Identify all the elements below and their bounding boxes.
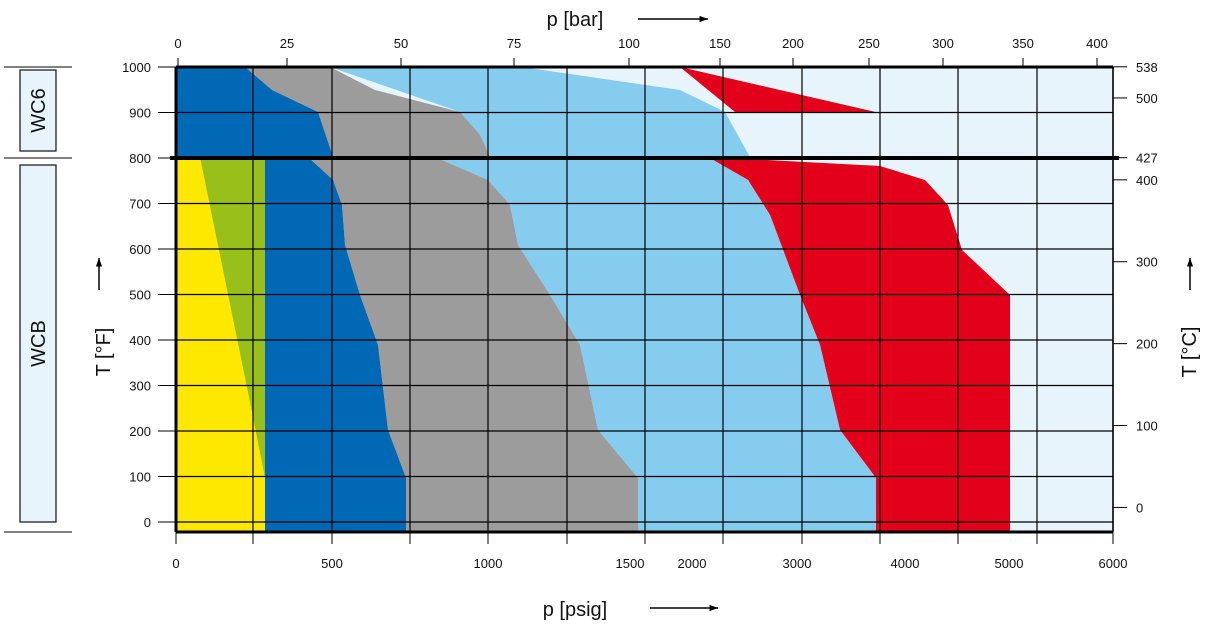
right-tick-label: 400 xyxy=(1136,173,1158,188)
bottom-tick-label: 3000 xyxy=(783,556,812,571)
bottom-tick-label: 500 xyxy=(321,556,343,571)
bottom-tick-label: 0 xyxy=(172,556,179,571)
bottom-tick-label: 5000 xyxy=(995,556,1024,571)
left-tick-label: 300 xyxy=(129,379,151,394)
material-label-wcb: WCB xyxy=(28,320,50,367)
top-tick-label: 25 xyxy=(280,36,294,51)
area-red xyxy=(518,67,1010,532)
area-gray xyxy=(245,67,638,532)
material-box-wc6 xyxy=(19,69,57,152)
area-dark-blue xyxy=(176,67,406,532)
top-tick-label: 300 xyxy=(932,36,954,51)
bottom-tick-label: 1500 xyxy=(616,556,645,571)
top-tick-label: 0 xyxy=(174,36,181,51)
bottom-axis-title: p [psig] xyxy=(543,599,607,621)
right-axis-title: T [°C] xyxy=(1179,327,1201,378)
left-tick-label: 200 xyxy=(129,424,151,439)
right-tick-label: 500 xyxy=(1136,91,1158,106)
left-tick-label: 0 xyxy=(144,515,151,530)
left-tick-label: 900 xyxy=(129,106,151,121)
material-label-wc6: WC6 xyxy=(28,88,50,132)
right-axis-arrow-head xyxy=(1186,258,1194,267)
top-axis-arrow-head xyxy=(699,15,708,23)
bottom-axis-arrow-head xyxy=(709,604,718,612)
right-tick-label: 200 xyxy=(1136,337,1158,352)
top-tick-label: 250 xyxy=(858,36,880,51)
right-tick-label: 538 xyxy=(1136,60,1158,75)
top-axis-title: p [bar] xyxy=(547,9,604,31)
area-light-blue xyxy=(330,67,876,532)
top-tick-label: 50 xyxy=(394,36,408,51)
area-yellow xyxy=(176,157,265,532)
bottom-tick-label: 6000 xyxy=(1099,556,1128,571)
left-axis-arrow-head xyxy=(95,258,103,267)
bottom-tick-label: 1000 xyxy=(474,556,503,571)
material-boxes: WC6 WCB xyxy=(4,66,72,533)
top-tick-label: 75 xyxy=(507,36,521,51)
top-tick-label: 400 xyxy=(1086,36,1108,51)
axis-arrows xyxy=(95,15,1194,612)
left-tick-label: 1000 xyxy=(122,60,151,75)
top-tick-label: 200 xyxy=(782,36,804,51)
bottom-tick-label: 4000 xyxy=(891,556,920,571)
left-tick-label: 400 xyxy=(129,333,151,348)
left-axis-title: T [°F] xyxy=(93,328,115,377)
right-tick-label: 427 xyxy=(1136,151,1158,166)
grid xyxy=(170,65,1119,534)
top-tick-label: 150 xyxy=(709,36,731,51)
right-tick-label: 100 xyxy=(1136,419,1158,434)
left-tick-label: 600 xyxy=(129,242,151,257)
right-tick-label: 300 xyxy=(1136,255,1158,270)
right-tick-label: 0 xyxy=(1136,500,1143,515)
left-tick-label: 700 xyxy=(129,197,151,212)
material-box-wcb xyxy=(19,164,57,523)
left-tick-label: 800 xyxy=(129,151,151,166)
top-tick-label: 100 xyxy=(618,36,640,51)
bottom-tick-label: 2000 xyxy=(678,556,707,571)
ticks: 0 25 50 75 100 150 200 250 300 350 4000 500 1000 1500… xyxy=(122,36,1158,571)
left-tick-label: 100 xyxy=(129,470,151,485)
left-tick-label: 500 xyxy=(129,288,151,303)
top-tick-label: 350 xyxy=(1012,36,1034,51)
